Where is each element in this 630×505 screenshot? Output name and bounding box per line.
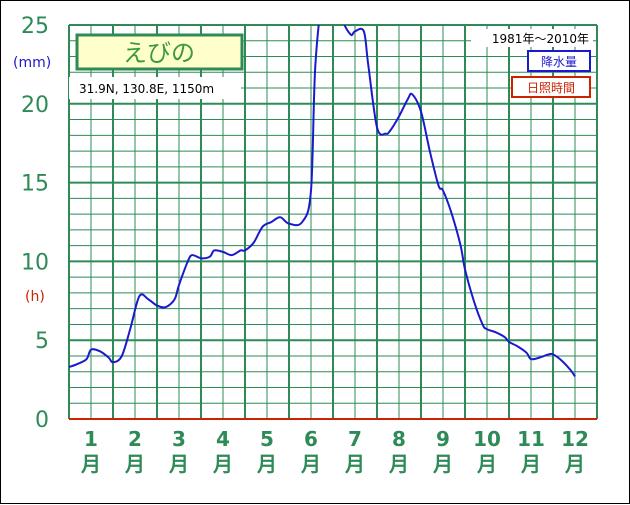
month-number-label: 9 [436, 427, 450, 451]
month-suffix-label: 月 [168, 452, 189, 476]
legend-sunshine-box [511, 76, 591, 98]
month-suffix-label: 月 [476, 452, 497, 476]
y-tick-label: 25 [21, 14, 49, 39]
y-tick-label: 15 [21, 172, 49, 197]
month-number-label: 5 [260, 427, 274, 451]
series-line-precipitation [69, 25, 576, 377]
period-bg [471, 29, 593, 47]
month-number-label: 1 [84, 427, 98, 451]
title-box [75, 33, 244, 71]
legend-precip-box [527, 50, 591, 72]
month-suffix-label: 月 [432, 452, 453, 476]
grid [68, 24, 598, 420]
month-number-label: 7 [348, 427, 362, 451]
month-number-label: 10 [473, 427, 501, 451]
month-number-label: 2 [128, 427, 142, 451]
legend-sunshine-label: 日照時間 [527, 81, 575, 95]
y-tick-labels: 0 5 10 15 20 25 [21, 14, 49, 433]
period-label: 1981年〜2010年 [492, 32, 589, 46]
month-suffix-label: 月 [300, 452, 321, 476]
month-number-label: 6 [304, 427, 318, 451]
month-suffix-label: 月 [124, 452, 145, 476]
y-tick-label: 10 [21, 250, 49, 275]
month-suffix-label: 月 [564, 452, 585, 476]
month-number-label: 3 [172, 427, 186, 451]
month-number-label: 4 [216, 427, 230, 451]
unit-mm-label: (mm) [13, 55, 51, 71]
month-suffix-label: 月 [80, 452, 101, 476]
location-bg [69, 77, 241, 99]
month-number-label: 11 [517, 427, 545, 451]
chart-title: えびの [123, 39, 195, 67]
month-suffix-label: 月 [212, 452, 233, 476]
month-suffix-label: 月 [256, 452, 277, 476]
month-number-label: 8 [392, 427, 406, 451]
month-number-label: 12 [561, 427, 589, 451]
month-suffix-label: 月 [520, 452, 541, 476]
legend-precip-label: 降水量 [541, 55, 577, 69]
location-label: 31.9N, 130.8E, 1150m [79, 82, 214, 96]
unit-h-label: (h) [25, 289, 45, 305]
y-tick-label: 20 [21, 93, 49, 118]
y-tick-label: 5 [35, 329, 49, 354]
month-suffix-label: 月 [344, 452, 365, 476]
y-tick-label: 0 [35, 408, 49, 433]
month-suffix-label: 月 [388, 452, 409, 476]
